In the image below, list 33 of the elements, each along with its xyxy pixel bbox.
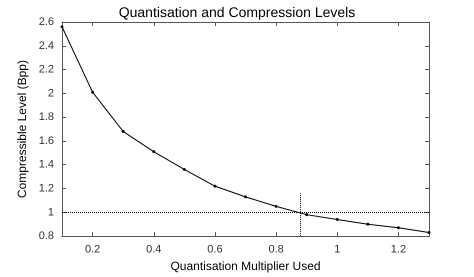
point (244, 195, 247, 198)
point (336, 218, 339, 221)
x-tick-label: 0.6 (207, 244, 223, 256)
x-axis-title: Quantisation Multiplier Used (170, 259, 321, 273)
point (91, 90, 94, 94)
y-tick-label: 2 (48, 87, 54, 100)
y-tick-label: 2.2 (38, 64, 54, 76)
x-tick-label: 0.8 (268, 244, 284, 256)
point (274, 204, 278, 208)
point (305, 213, 308, 216)
x-tick-label: 0.4 (146, 244, 162, 256)
point (396, 226, 400, 230)
point (182, 168, 186, 171)
line-series (60, 25, 430, 234)
y-tick-label: 2.4 (38, 40, 54, 52)
y-tick-label: 2.6 (38, 16, 54, 28)
y-tick-label: 1.4 (38, 158, 54, 171)
y-tick-label: 1.6 (38, 134, 54, 147)
y-tick-label: 1.8 (38, 111, 54, 124)
point (213, 184, 216, 188)
x-tick-label: 1 (334, 244, 340, 256)
point (60, 25, 64, 28)
point (122, 130, 125, 133)
y-tick-label: 0.8 (38, 230, 54, 242)
y-axis-title: Compressible Level (Bpp) (14, 60, 29, 198)
y-tick-label: 1.2 (38, 182, 54, 195)
chart-title: Quantisation and Compression Levels (118, 4, 356, 20)
x-tick-label: 0.2 (84, 244, 100, 256)
point (428, 231, 430, 234)
point (366, 222, 370, 226)
point (152, 150, 156, 154)
y-tick-label: 1 (48, 206, 54, 218)
x-tick-label: 1.2 (390, 244, 406, 256)
